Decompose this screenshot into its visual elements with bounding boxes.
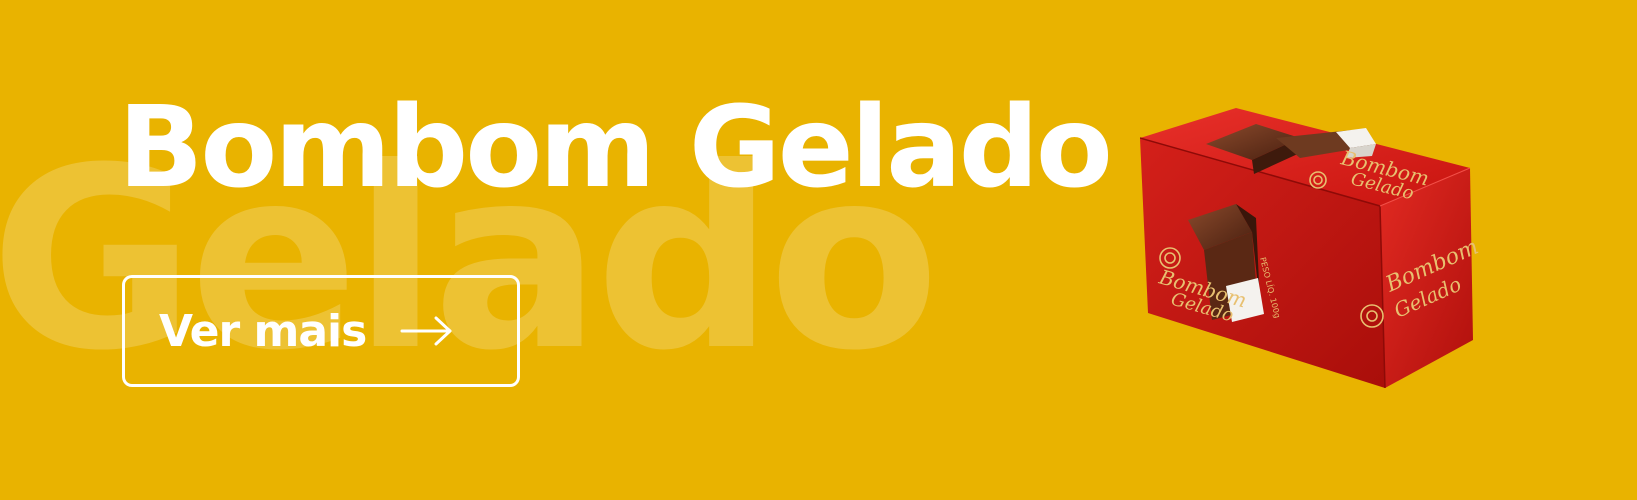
background-watermark-text: Gelado xyxy=(0,114,940,405)
ver-mais-label: Ver mais xyxy=(159,305,367,357)
chocolate-pieces-left xyxy=(1188,204,1264,322)
sun-logo-icon xyxy=(1159,171,1384,328)
box-left-face xyxy=(1140,138,1385,388)
box-front-face xyxy=(1380,168,1473,388)
product-box-image: Bombom Gelado Bombom Gelado PESO LÍQ. 10… xyxy=(1140,108,1482,389)
banner-title: Bombom Gelado xyxy=(118,83,1113,213)
chocolate-pieces-top xyxy=(1206,124,1376,174)
ver-mais-button[interactable]: Ver mais xyxy=(122,275,520,387)
arrow-right-icon xyxy=(400,316,452,346)
